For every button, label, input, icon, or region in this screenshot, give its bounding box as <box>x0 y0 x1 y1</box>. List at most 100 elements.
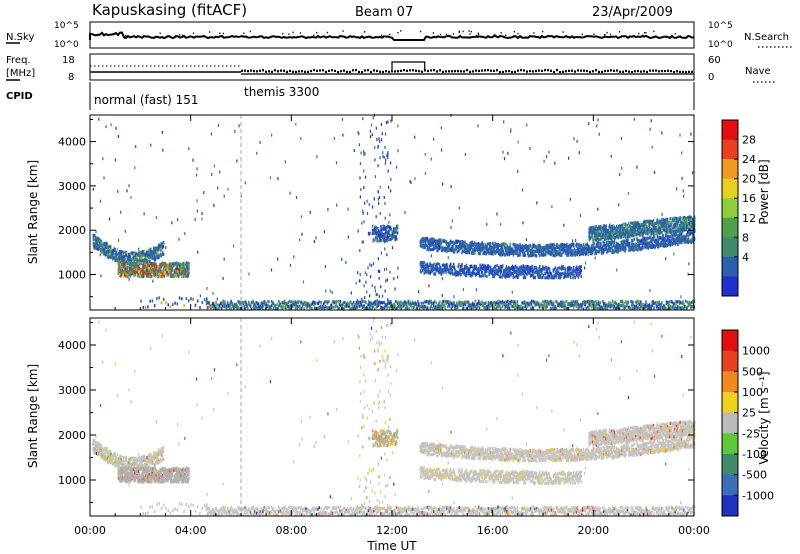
echo-cell <box>682 306 684 310</box>
echo-cell <box>544 299 547 303</box>
echo-cell <box>541 265 544 269</box>
freq-point <box>340 70 342 73</box>
echo-cell <box>127 274 129 278</box>
echo-cell <box>397 266 399 270</box>
echo-cell <box>311 302 313 306</box>
echo-cell <box>330 303 333 307</box>
nsearch-point <box>470 30 472 33</box>
echo-cell <box>569 247 571 251</box>
echo-cell <box>305 303 307 307</box>
echo-cell <box>666 238 669 242</box>
echo-cell <box>569 246 572 250</box>
echo-cell <box>665 244 667 248</box>
echo-cell <box>318 306 321 310</box>
echo-cell <box>540 253 542 257</box>
echo-cell <box>570 304 572 308</box>
echo-cell <box>480 301 483 305</box>
echo-cell <box>587 299 589 303</box>
echo-cell <box>158 296 160 300</box>
nsearch-point <box>397 31 399 34</box>
echo-cell <box>246 305 248 309</box>
echo-cell <box>467 266 469 270</box>
echo-cell <box>568 244 570 248</box>
echo-cell <box>335 302 337 306</box>
echo-cell <box>531 249 533 253</box>
echo-cell <box>490 300 492 304</box>
echo-cell <box>419 305 422 309</box>
echo-cell <box>603 243 605 247</box>
echo-cell <box>558 247 561 251</box>
echo-cell <box>650 119 652 123</box>
echo-cell <box>505 252 508 256</box>
echo-cell <box>553 249 555 253</box>
echo-cell <box>490 271 493 275</box>
echo-cell <box>171 268 174 272</box>
echo-cell <box>393 277 395 281</box>
echo-cell <box>362 209 364 213</box>
echo-cell <box>475 307 477 311</box>
echo-cell <box>320 304 322 308</box>
echo-cell <box>573 301 576 305</box>
echo-cell <box>662 240 665 244</box>
echo-cell <box>627 191 630 195</box>
echo-cell <box>421 265 423 269</box>
echo-cell <box>534 271 536 275</box>
echo-cell <box>610 154 612 158</box>
echo-cell <box>548 266 550 270</box>
echo-cell <box>543 159 545 163</box>
echo-cell <box>442 239 444 243</box>
echo-cell <box>430 268 432 272</box>
echo-cell <box>671 233 674 237</box>
echo-cell <box>521 268 524 272</box>
echo-cell <box>140 299 142 303</box>
echo-cell <box>515 251 518 255</box>
echo-cell <box>290 300 292 304</box>
echo-cell <box>649 244 651 248</box>
echo-cell <box>171 275 173 279</box>
echo-cell <box>543 303 545 307</box>
echo-cell <box>520 266 522 270</box>
echo-cell <box>431 241 434 245</box>
echo-cell <box>373 232 375 236</box>
echo-cell <box>482 267 484 271</box>
echo-cell <box>605 303 608 307</box>
echo-cell <box>148 252 150 256</box>
echo-cell <box>146 254 148 258</box>
echo-cell <box>526 301 528 305</box>
echo-cell <box>573 247 576 251</box>
echo-cell <box>475 244 478 248</box>
echo-cell <box>586 247 589 251</box>
echo-cell <box>551 275 553 279</box>
echo-cell <box>492 268 495 272</box>
freq-point <box>535 69 537 73</box>
echo-cell <box>585 247 587 251</box>
echo-cell <box>523 269 526 273</box>
echo-cell <box>467 300 469 304</box>
echo-cell <box>157 247 159 251</box>
echo-cell <box>566 249 569 253</box>
echo-cell <box>662 244 665 248</box>
echo-cell <box>677 234 680 238</box>
echo-cell <box>128 256 131 260</box>
echo-cell <box>415 302 417 306</box>
echo-cell <box>316 155 318 159</box>
echo-cell <box>452 244 454 248</box>
echo-cell <box>467 272 469 276</box>
nsearch-point <box>462 30 464 33</box>
echo-cell <box>440 302 443 306</box>
echo-cell <box>100 243 103 247</box>
echo-cell <box>677 300 679 304</box>
echo-cell <box>370 264 373 268</box>
echo-cell <box>128 254 131 258</box>
echo-cell <box>192 158 194 162</box>
echo-cell <box>300 300 303 304</box>
echo-cell <box>126 189 128 193</box>
echo-cell <box>486 269 488 273</box>
echo-cell <box>169 305 172 309</box>
echo-cell <box>372 116 374 120</box>
echo-cell <box>176 265 178 269</box>
echo-cell <box>509 242 512 246</box>
echo-cell <box>538 270 541 274</box>
echo-cell <box>101 247 104 251</box>
echo-cell <box>308 303 311 307</box>
